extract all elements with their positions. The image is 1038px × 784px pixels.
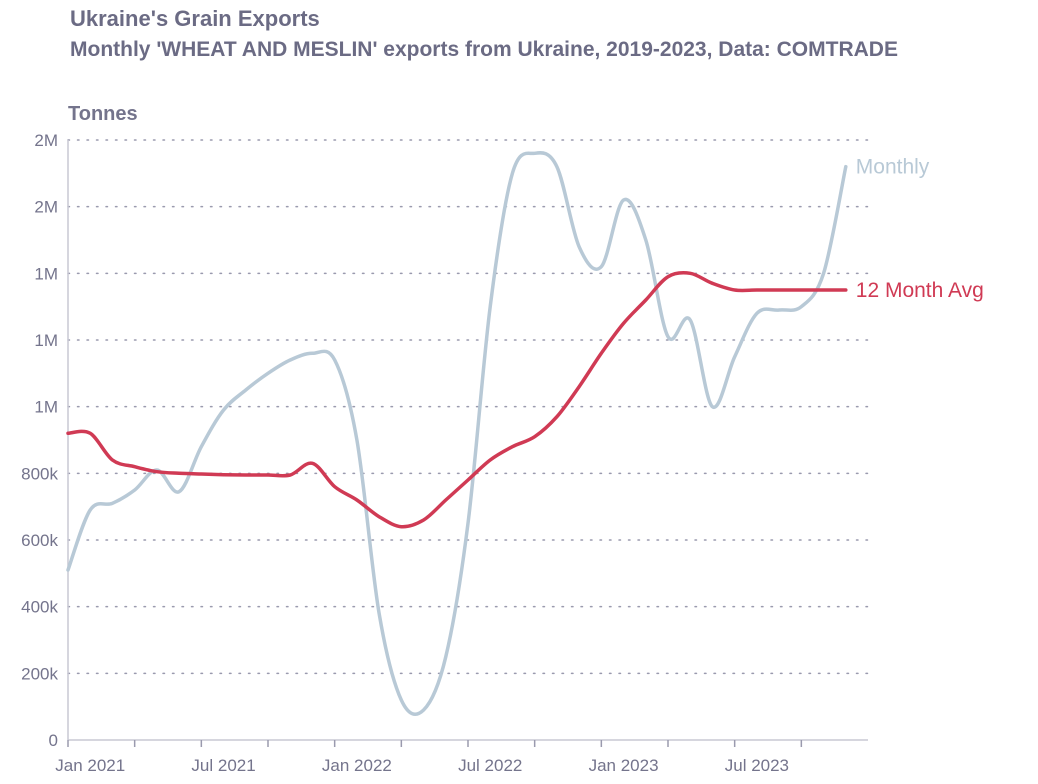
x-tick-label: Jul 2022 xyxy=(458,756,522,775)
series-line-12-month-avg xyxy=(66,270,848,529)
x-tick-label: Jan 2023 xyxy=(589,756,659,775)
y-tick-label: 800k xyxy=(21,464,58,483)
y-tick-label: 400k xyxy=(21,598,58,617)
y-axis-title: Tonnes xyxy=(68,103,138,125)
y-tick-label: 1M xyxy=(34,398,58,417)
series-line-monthly xyxy=(66,150,848,716)
y-tick-label: 2M xyxy=(34,131,58,150)
chart-subtitle: Monthly 'WHEAT AND MESLIN' exports from … xyxy=(70,38,898,61)
y-tick-label: 1M xyxy=(34,331,58,350)
y-tick-label: 1M xyxy=(34,264,58,283)
y-tick-label: 600k xyxy=(21,531,58,550)
series-label: 12 Month Avg xyxy=(856,279,984,302)
x-tick-label: Jan 2021 xyxy=(55,756,125,775)
y-tick-label: 200k xyxy=(21,664,58,683)
chart-title: Ukraine's Grain Exports xyxy=(70,6,320,31)
x-tick-label: Jul 2021 xyxy=(191,756,255,775)
x-tick-label: Jan 2022 xyxy=(322,756,392,775)
y-tick-label: 0 xyxy=(49,731,58,750)
y-tick-label: 2M xyxy=(34,198,58,217)
series-label: Monthly xyxy=(856,156,930,179)
x-tick-label: Jul 2023 xyxy=(725,756,789,775)
